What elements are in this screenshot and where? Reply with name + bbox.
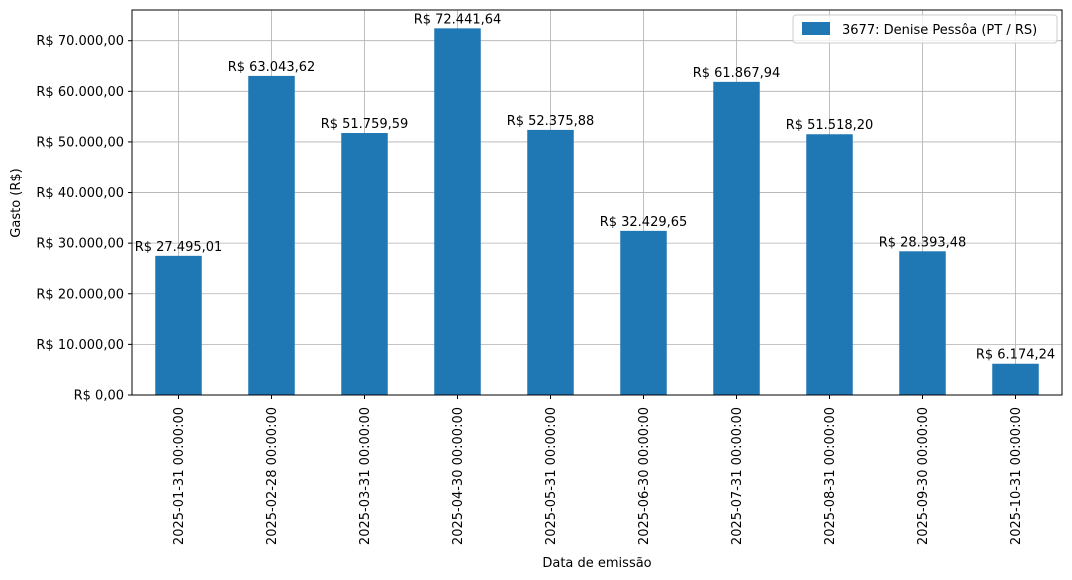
- legend-frame: [792, 14, 1058, 44]
- y-axis-ticks: R$ 0,00 R$ 10.000,00 R$ 20.000,00 R$ 30.000…: [36, 34, 132, 404]
- bar-value-label: R$ 28.393,48: [879, 235, 967, 250]
- bar-value-label: R$ 32.429,65: [600, 215, 688, 230]
- bar-value-label: R$ 51.518,20: [786, 118, 874, 133]
- x-tick-label: 2025-01-31 00:00:00: [172, 407, 187, 545]
- y-tick-label: R$ 10.000,00: [36, 338, 124, 353]
- y-tick-label: R$ 70.000,00: [36, 34, 124, 49]
- bar: [992, 363, 1039, 395]
- bar: [248, 75, 295, 395]
- bar-value-label: R$ 63.043,62: [228, 60, 316, 75]
- bar-value-label: R$ 27.495,01: [135, 240, 223, 255]
- x-tick-label: 2025-03-31 00:00:00: [358, 407, 373, 545]
- bar: [899, 251, 946, 395]
- x-tick-label: 2025-05-31 00:00:00: [544, 407, 559, 545]
- x-tick-label: 2025-07-31 00:00:00: [730, 407, 745, 545]
- bar: [527, 129, 574, 395]
- x-tick-label: 2025-08-31 00:00:00: [823, 407, 838, 545]
- y-tick-label: R$ 50.000,00: [36, 135, 124, 150]
- bar-value-label: R$ 52.375,88: [507, 114, 595, 129]
- x-tick-label: 2025-02-28 00:00:00: [265, 407, 280, 545]
- x-tick-label: 2025-06-30 00:00:00: [637, 407, 652, 545]
- bar-value-label: R$ 72.441,64: [414, 12, 502, 27]
- bars: [155, 28, 1039, 396]
- bar-value-label: R$ 61.867,94: [693, 66, 781, 81]
- bar: [713, 81, 760, 396]
- bar-value-label: R$ 51.759,59: [321, 117, 409, 132]
- bar: [434, 28, 481, 396]
- bar: [155, 255, 202, 395]
- legend-swatch: [802, 22, 830, 35]
- legend: 3677: Denise Pessôa (PT / RS): [792, 14, 1058, 44]
- y-tick-label: R$ 40.000,00: [36, 186, 124, 201]
- x-tick-label: 2025-04-30 00:00:00: [451, 407, 466, 545]
- bar-value-labels: R$ 27.495,01 R$ 63.043,62 R$ 51.759,59 R$ 7…: [135, 12, 1055, 362]
- axes-frame: [131, 9, 1063, 396]
- bar: [620, 230, 667, 395]
- legend-label: 3677: Denise Pessôa (PT / RS): [842, 23, 1037, 38]
- bar: [341, 133, 388, 395]
- plot-frame: [131, 9, 1063, 396]
- y-tick-label: R$ 60.000,00: [36, 85, 124, 100]
- y-tick-label: R$ 0,00: [74, 389, 124, 404]
- bar: [806, 134, 853, 395]
- y-axis-title: Gasto (R$): [9, 168, 24, 237]
- y-tick-label: R$ 20.000,00: [36, 287, 124, 302]
- x-axis-title: Data de emissão: [542, 556, 651, 571]
- x-tick-label: 2025-09-30 00:00:00: [916, 407, 931, 545]
- x-axis-ticks: 2025-01-31 00:00:00 2025-02-28 00:00:00 20…: [172, 395, 1024, 545]
- bar-value-label: R$ 6.174,24: [976, 348, 1055, 363]
- y-tick-label: R$ 30.000,00: [36, 237, 124, 252]
- x-tick-label: 2025-10-31 00:00:00: [1009, 407, 1024, 545]
